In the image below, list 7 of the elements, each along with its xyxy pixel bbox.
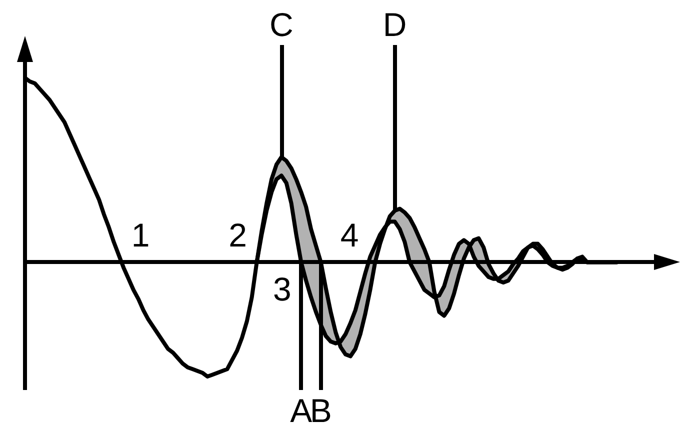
annotation: 3: [272, 270, 292, 308]
annotation: 2: [228, 216, 247, 254]
x-tick-label: A: [290, 392, 312, 429]
x-tick-label: C: [270, 6, 294, 43]
annotation: 1: [131, 216, 150, 254]
annotation: 4: [340, 216, 359, 254]
x-tick-label: D: [382, 6, 407, 43]
